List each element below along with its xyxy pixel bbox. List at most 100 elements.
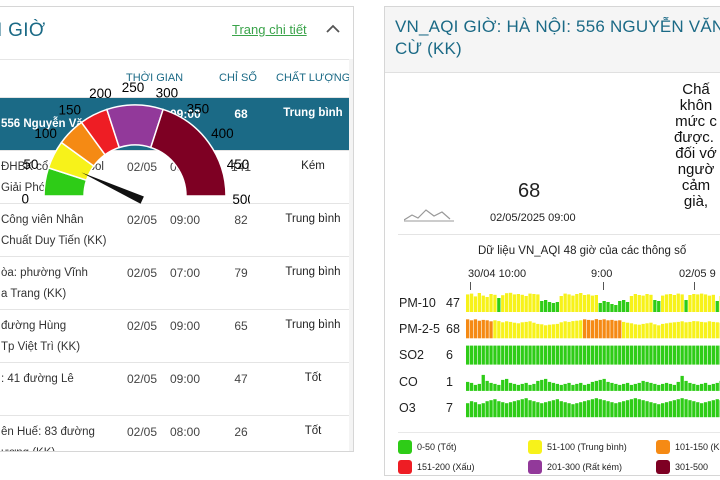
- bar-o3[interactable]: [532, 401, 536, 418]
- bar-o3[interactable]: [536, 402, 540, 418]
- bar-pm-2-5[interactable]: [629, 323, 634, 339]
- bar-o3[interactable]: [583, 401, 587, 418]
- bar-co[interactable]: [707, 384, 712, 391]
- bar-so2[interactable]: [586, 345, 591, 365]
- bar-co[interactable]: [657, 384, 661, 391]
- scrollbar[interactable]: [349, 59, 353, 451]
- bar-pm-10[interactable]: [672, 295, 676, 312]
- bar-co[interactable]: [481, 374, 485, 391]
- bar-o3[interactable]: [524, 398, 528, 418]
- bar-co[interactable]: [684, 380, 688, 391]
- bar-pm-10[interactable]: [645, 294, 649, 312]
- bar-co[interactable]: [672, 384, 676, 391]
- bar-co[interactable]: [528, 384, 532, 391]
- bar-co[interactable]: [598, 379, 602, 391]
- bar-pm-2-5[interactable]: [641, 323, 645, 339]
- bar-pm-10[interactable]: [551, 303, 556, 312]
- bar-co[interactable]: [668, 383, 673, 391]
- bar-co[interactable]: [614, 383, 618, 391]
- bar-pm-2-5[interactable]: [622, 321, 626, 339]
- bar-pm-2-5[interactable]: [551, 324, 556, 339]
- bar-co[interactable]: [637, 382, 641, 391]
- bar-pm-10[interactable]: [536, 294, 540, 312]
- bar-pm-2-5[interactable]: [680, 321, 684, 339]
- bar-pm-2-5[interactable]: [485, 320, 489, 339]
- bar-co[interactable]: [711, 383, 715, 391]
- bar-pm-10[interactable]: [571, 295, 575, 312]
- bar-o3[interactable]: [657, 404, 661, 418]
- chevron-up-icon[interactable]: [323, 19, 343, 39]
- bar-pm-10[interactable]: [497, 298, 501, 312]
- station-row[interactable]: òa: phường Vĩnh a Trang (KK) 02/05 07:00 79 T…: [0, 256, 353, 309]
- bar-pm-2-5[interactable]: [657, 325, 661, 339]
- bar-o3[interactable]: [641, 400, 645, 418]
- bar-pm-2-5[interactable]: [583, 319, 587, 339]
- bar-co[interactable]: [575, 383, 579, 391]
- bar-co[interactable]: [559, 384, 563, 391]
- bar-pm-2-5[interactable]: [688, 321, 692, 339]
- bar-pm-2-5[interactable]: [473, 319, 478, 339]
- bar-pm-10[interactable]: [524, 296, 528, 312]
- bar-pm-2-5[interactable]: [512, 322, 517, 339]
- bar-co[interactable]: [715, 382, 719, 391]
- bar-co[interactable]: [661, 383, 665, 391]
- bar-o3[interactable]: [633, 398, 637, 418]
- bar-so2[interactable]: [501, 345, 505, 365]
- bar-co[interactable]: [602, 378, 606, 391]
- bar-pm-2-5[interactable]: [536, 323, 540, 339]
- bar-so2[interactable]: [551, 345, 556, 365]
- bar-o3[interactable]: [688, 400, 692, 418]
- bar-co[interactable]: [489, 382, 493, 391]
- bar-so2[interactable]: [637, 345, 641, 365]
- bar-o3[interactable]: [590, 399, 595, 418]
- bar-o3[interactable]: [540, 403, 544, 418]
- bar-so2[interactable]: [547, 345, 552, 365]
- bar-o3[interactable]: [703, 402, 708, 418]
- bar-pm-2-5[interactable]: [703, 322, 708, 339]
- bar-o3[interactable]: [707, 401, 712, 418]
- bar-pm-10[interactable]: [661, 295, 665, 312]
- bar-pm-10[interactable]: [622, 300, 626, 312]
- bar-o3[interactable]: [516, 400, 520, 418]
- bar-pm-10[interactable]: [618, 301, 622, 312]
- bar-so2[interactable]: [508, 345, 513, 365]
- bar-o3[interactable]: [696, 402, 700, 418]
- bar-co[interactable]: [579, 382, 583, 391]
- bar-so2[interactable]: [524, 345, 528, 365]
- bar-pm-10[interactable]: [563, 293, 567, 312]
- bar-o3[interactable]: [668, 401, 673, 418]
- bar-co[interactable]: [524, 382, 528, 391]
- bar-pm-10[interactable]: [715, 301, 719, 312]
- bar-co[interactable]: [629, 384, 634, 391]
- bar-o3[interactable]: [551, 400, 556, 418]
- bar-so2[interactable]: [661, 345, 665, 365]
- bar-so2[interactable]: [555, 345, 559, 365]
- bar-pm-2-5[interactable]: [692, 321, 696, 339]
- bar-pm-10[interactable]: [481, 295, 485, 312]
- bar-o3[interactable]: [637, 399, 641, 418]
- bar-pm-10[interactable]: [466, 294, 470, 312]
- bar-pm-2-5[interactable]: [590, 320, 595, 339]
- bar-pm-10[interactable]: [469, 293, 474, 312]
- bar-pm-2-5[interactable]: [633, 324, 637, 339]
- bar-so2[interactable]: [707, 345, 712, 365]
- bar-o3[interactable]: [489, 400, 493, 418]
- bar-pm-2-5[interactable]: [501, 322, 505, 339]
- bar-co[interactable]: [700, 383, 704, 391]
- bar-pm-10[interactable]: [606, 302, 610, 312]
- bar-pm-10[interactable]: [583, 295, 587, 312]
- bar-pm-2-5[interactable]: [466, 319, 470, 339]
- bar-co[interactable]: [622, 383, 626, 391]
- bar-o3[interactable]: [544, 402, 548, 418]
- bar-co[interactable]: [590, 381, 595, 391]
- bar-co[interactable]: [505, 378, 509, 391]
- bar-so2[interactable]: [563, 345, 567, 365]
- bar-pm-2-5[interactable]: [516, 323, 520, 339]
- bar-pm-10[interactable]: [637, 295, 641, 312]
- bar-o3[interactable]: [661, 403, 665, 418]
- bar-pm-2-5[interactable]: [594, 319, 598, 339]
- bar-pm-10[interactable]: [567, 294, 571, 312]
- bar-co[interactable]: [516, 384, 520, 391]
- bar-so2[interactable]: [696, 345, 700, 365]
- bar-so2[interactable]: [469, 345, 474, 365]
